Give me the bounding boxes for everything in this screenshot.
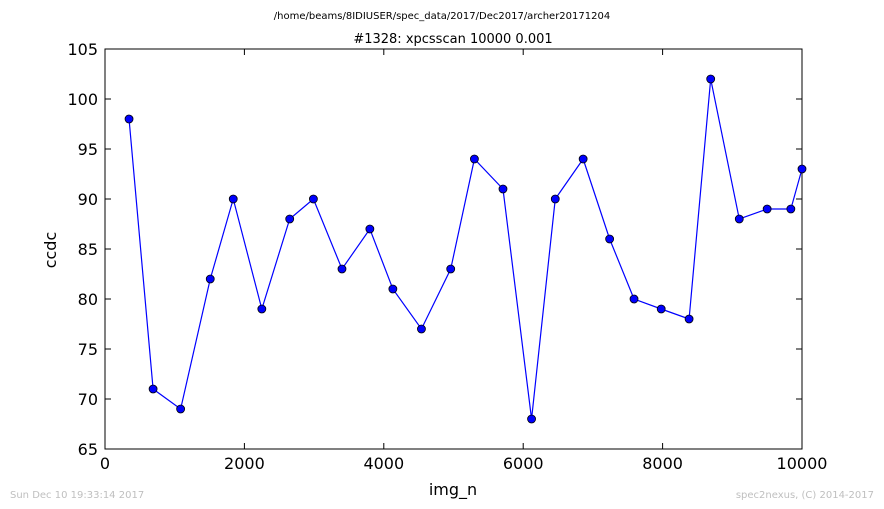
data-point xyxy=(365,224,375,234)
y-tick-label: 105 xyxy=(67,40,98,59)
data-point xyxy=(786,204,796,214)
y-tick-label: 70 xyxy=(78,390,98,409)
footer-timestamp: Sun Dec 10 19:33:14 2017 xyxy=(10,490,145,501)
x-tick-label: 4000 xyxy=(363,454,404,473)
x-tick-label: 8000 xyxy=(642,454,683,473)
y-tick-label: 75 xyxy=(78,340,98,359)
y-tick-label: 95 xyxy=(78,140,98,159)
data-point xyxy=(257,304,267,314)
data-point xyxy=(706,74,716,84)
data-point xyxy=(176,404,186,414)
data-point xyxy=(605,234,615,244)
series-line xyxy=(128,78,803,420)
series-layer xyxy=(124,74,807,424)
data-point xyxy=(124,114,134,124)
y-tick-label: 80 xyxy=(78,290,98,309)
data-point xyxy=(734,214,744,224)
x-axis-label: img_n xyxy=(429,480,477,500)
data-point xyxy=(388,284,398,294)
plot-area xyxy=(104,48,803,450)
x-tick-label: 2000 xyxy=(224,454,265,473)
data-point xyxy=(498,184,508,194)
data-point xyxy=(285,214,295,224)
footer-credit: spec2nexus, (C) 2014-2017 xyxy=(735,490,874,501)
y-axis: 65 70 75 80 85 90 95 100 105 xyxy=(67,40,802,459)
data-point xyxy=(578,154,588,164)
data-point xyxy=(309,194,318,204)
y-tick-label: 65 xyxy=(78,440,98,459)
y-tick-label: 85 xyxy=(78,240,98,259)
data-point xyxy=(656,304,666,314)
chart-title: #1328: xpcsscan 10000 0.001 xyxy=(353,32,552,47)
x-tick-label: 6000 xyxy=(503,454,544,473)
data-point xyxy=(205,274,215,284)
data-point xyxy=(228,194,238,204)
x-axis: 0 2000 4000 6000 8000 10000 xyxy=(100,49,828,473)
data-point xyxy=(148,384,158,394)
data-point xyxy=(797,164,807,174)
x-tick-label: 10000 xyxy=(777,454,828,473)
data-point xyxy=(417,324,426,334)
data-point xyxy=(550,194,560,204)
x-tick-label: 0 xyxy=(100,454,110,473)
y-axis-label: ccdc xyxy=(41,232,60,269)
y-tick-label: 100 xyxy=(67,90,98,109)
data-point xyxy=(470,154,479,164)
data-point xyxy=(446,264,456,274)
chart-suptitle: /home/beams/8IDIUSER/spec_data/2017/Dec2… xyxy=(274,11,610,22)
data-point xyxy=(527,414,536,424)
data-point xyxy=(684,314,694,324)
y-tick-label: 90 xyxy=(78,190,98,209)
data-point xyxy=(629,294,639,304)
data-point xyxy=(762,204,772,214)
data-point xyxy=(337,264,347,274)
